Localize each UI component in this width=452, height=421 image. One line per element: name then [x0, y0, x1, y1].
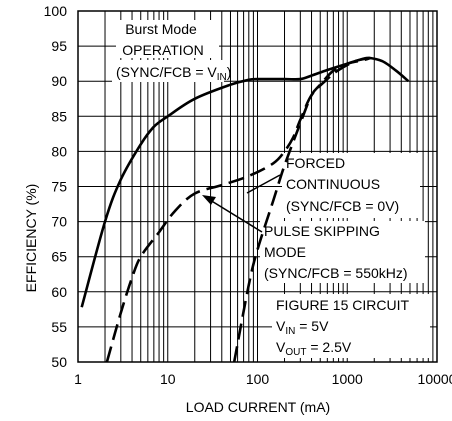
series-lines [80, 56, 410, 363]
x-tick-label: 10 [160, 371, 176, 387]
annotation-bg [116, 20, 219, 58]
burst-mode-sync-close: ) [227, 64, 232, 80]
y-tick-label: 65 [51, 249, 67, 265]
y-tick-label: 85 [51, 108, 67, 124]
y-tick-label: 60 [51, 284, 67, 300]
y-tick-label: 90 [51, 73, 67, 89]
pulse-label-1: PULSE SKIPPING [264, 223, 380, 239]
circuit-label-1: FIGURE 15 CIRCUIT [276, 297, 409, 313]
dashed-series-line [232, 56, 371, 363]
forced-label-1: FORCED [286, 155, 345, 171]
circuit-label-2: VIN = 5V [276, 318, 329, 337]
vout-text: V [276, 339, 286, 355]
annotations: Burst Mode OPERATION (SYNC/FCB = VIN) FO… [116, 21, 409, 358]
burst-mode-label-1: Burst Mode [125, 21, 197, 37]
annotation-arrows [202, 174, 281, 233]
annotation-backgrounds [112, 20, 430, 358]
x-tick-label: 10000 [418, 371, 452, 387]
dashed-series-line [105, 56, 371, 363]
vin-text: V [276, 318, 286, 334]
pulse-label-3: (SYNC/FCB = 550kHz) [264, 265, 408, 281]
burst-mode-label-2: OPERATION [122, 42, 203, 58]
forced-label-3: (SYNC/FCB = 0V) [286, 198, 399, 214]
y-axis-label: EFFICIENCY (%) [23, 184, 39, 293]
y-tick-label: 95 [51, 38, 67, 54]
y-tick-label: 100 [44, 3, 68, 19]
annotation-bg [282, 153, 420, 218]
forced-label-2: CONTINUOUS [286, 176, 380, 192]
circuit-label-3: VOUT = 2.5V [276, 339, 352, 358]
y-tick-label: 80 [51, 143, 67, 159]
tick-labels: 50 55 60 65 70 75 80 85 90 95 100 1 10 100 1000 10000 [44, 3, 452, 387]
burst-mode-sync-sub: IN [217, 72, 227, 83]
pulse-arrow-head [202, 195, 216, 205]
burst-mode-label-3: (SYNC/FCB = VIN) [116, 64, 231, 83]
vin-value: = 5V [295, 318, 329, 334]
y-tick-label: 55 [51, 319, 67, 335]
y-tick-label: 50 [51, 354, 67, 370]
vout-sub: OUT [285, 347, 306, 358]
x-axis-label: LOAD CURRENT (mA) [186, 399, 330, 415]
plot-frame [77, 10, 438, 363]
y-tick-label: 75 [51, 179, 67, 195]
vout-value: = 2.5V [306, 339, 351, 355]
annotation-bg [112, 60, 224, 82]
x-tick-label: 100 [246, 371, 270, 387]
pulse-label-2: MODE [264, 244, 306, 260]
annotation-bg [272, 294, 430, 358]
vin-sub: IN [285, 326, 295, 337]
x-tick-label: 1 [74, 371, 82, 387]
y-tick-label: 70 [51, 214, 67, 230]
annotation-bg [260, 221, 425, 283]
burst-mode-sync-text: (SYNC/FCB = V [116, 64, 217, 80]
pulse-arrow-line [209, 199, 263, 233]
forced-arrow-line [246, 174, 281, 194]
x-tick-label: 1000 [332, 371, 363, 387]
